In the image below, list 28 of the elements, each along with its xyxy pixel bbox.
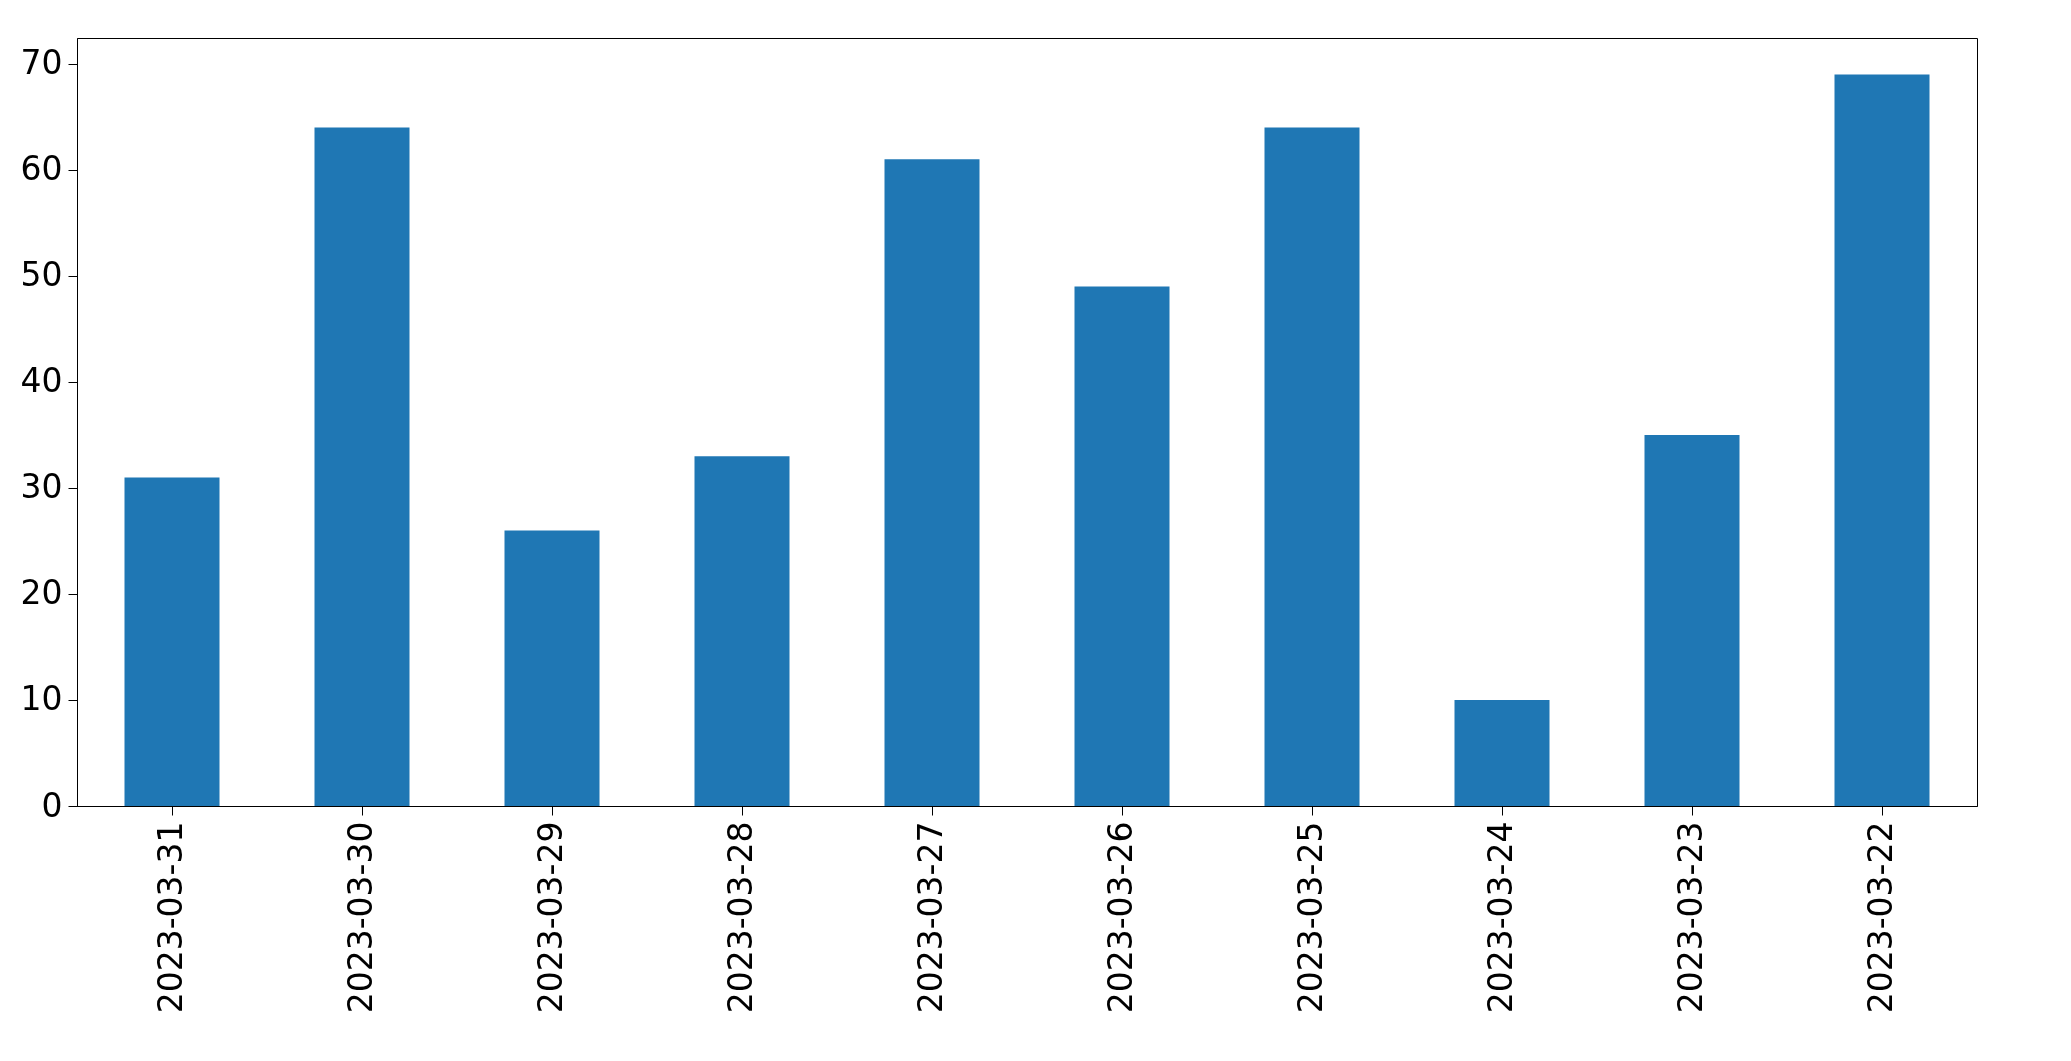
y-tick-label: 10 — [20, 679, 63, 719]
bar — [1454, 700, 1550, 806]
bar — [314, 127, 410, 806]
y-tick-label: 70 — [20, 43, 63, 83]
bar — [124, 477, 220, 806]
y-tick-label: 20 — [20, 573, 63, 613]
bar — [884, 159, 980, 806]
x-tick-label: 2023-03-31 — [151, 821, 190, 1014]
bar — [1834, 74, 1930, 806]
x-tick-label: 2023-03-24 — [1481, 821, 1520, 1014]
x-tick-label: 2023-03-22 — [1861, 821, 1900, 1014]
x-tick-label: 2023-03-30 — [341, 821, 380, 1014]
bar — [1264, 127, 1360, 806]
y-tick-label: 60 — [20, 149, 63, 189]
y-tick-label: 40 — [20, 361, 63, 401]
y-tick-label: 30 — [20, 467, 63, 507]
x-tick-label: 2023-03-28 — [721, 821, 760, 1014]
bar — [1074, 286, 1170, 806]
bar — [1644, 434, 1740, 806]
x-tick-label: 2023-03-26 — [1101, 821, 1140, 1014]
y-tick-label: 0 — [41, 785, 63, 825]
y-tick-label: 50 — [20, 255, 63, 295]
x-tick-label: 2023-03-25 — [1291, 821, 1330, 1014]
bar — [504, 530, 600, 806]
x-tick-label: 2023-03-23 — [1671, 821, 1710, 1014]
bar — [694, 456, 790, 806]
x-tick-label: 2023-03-29 — [531, 821, 570, 1014]
x-tick-label: 2023-03-27 — [911, 821, 950, 1014]
